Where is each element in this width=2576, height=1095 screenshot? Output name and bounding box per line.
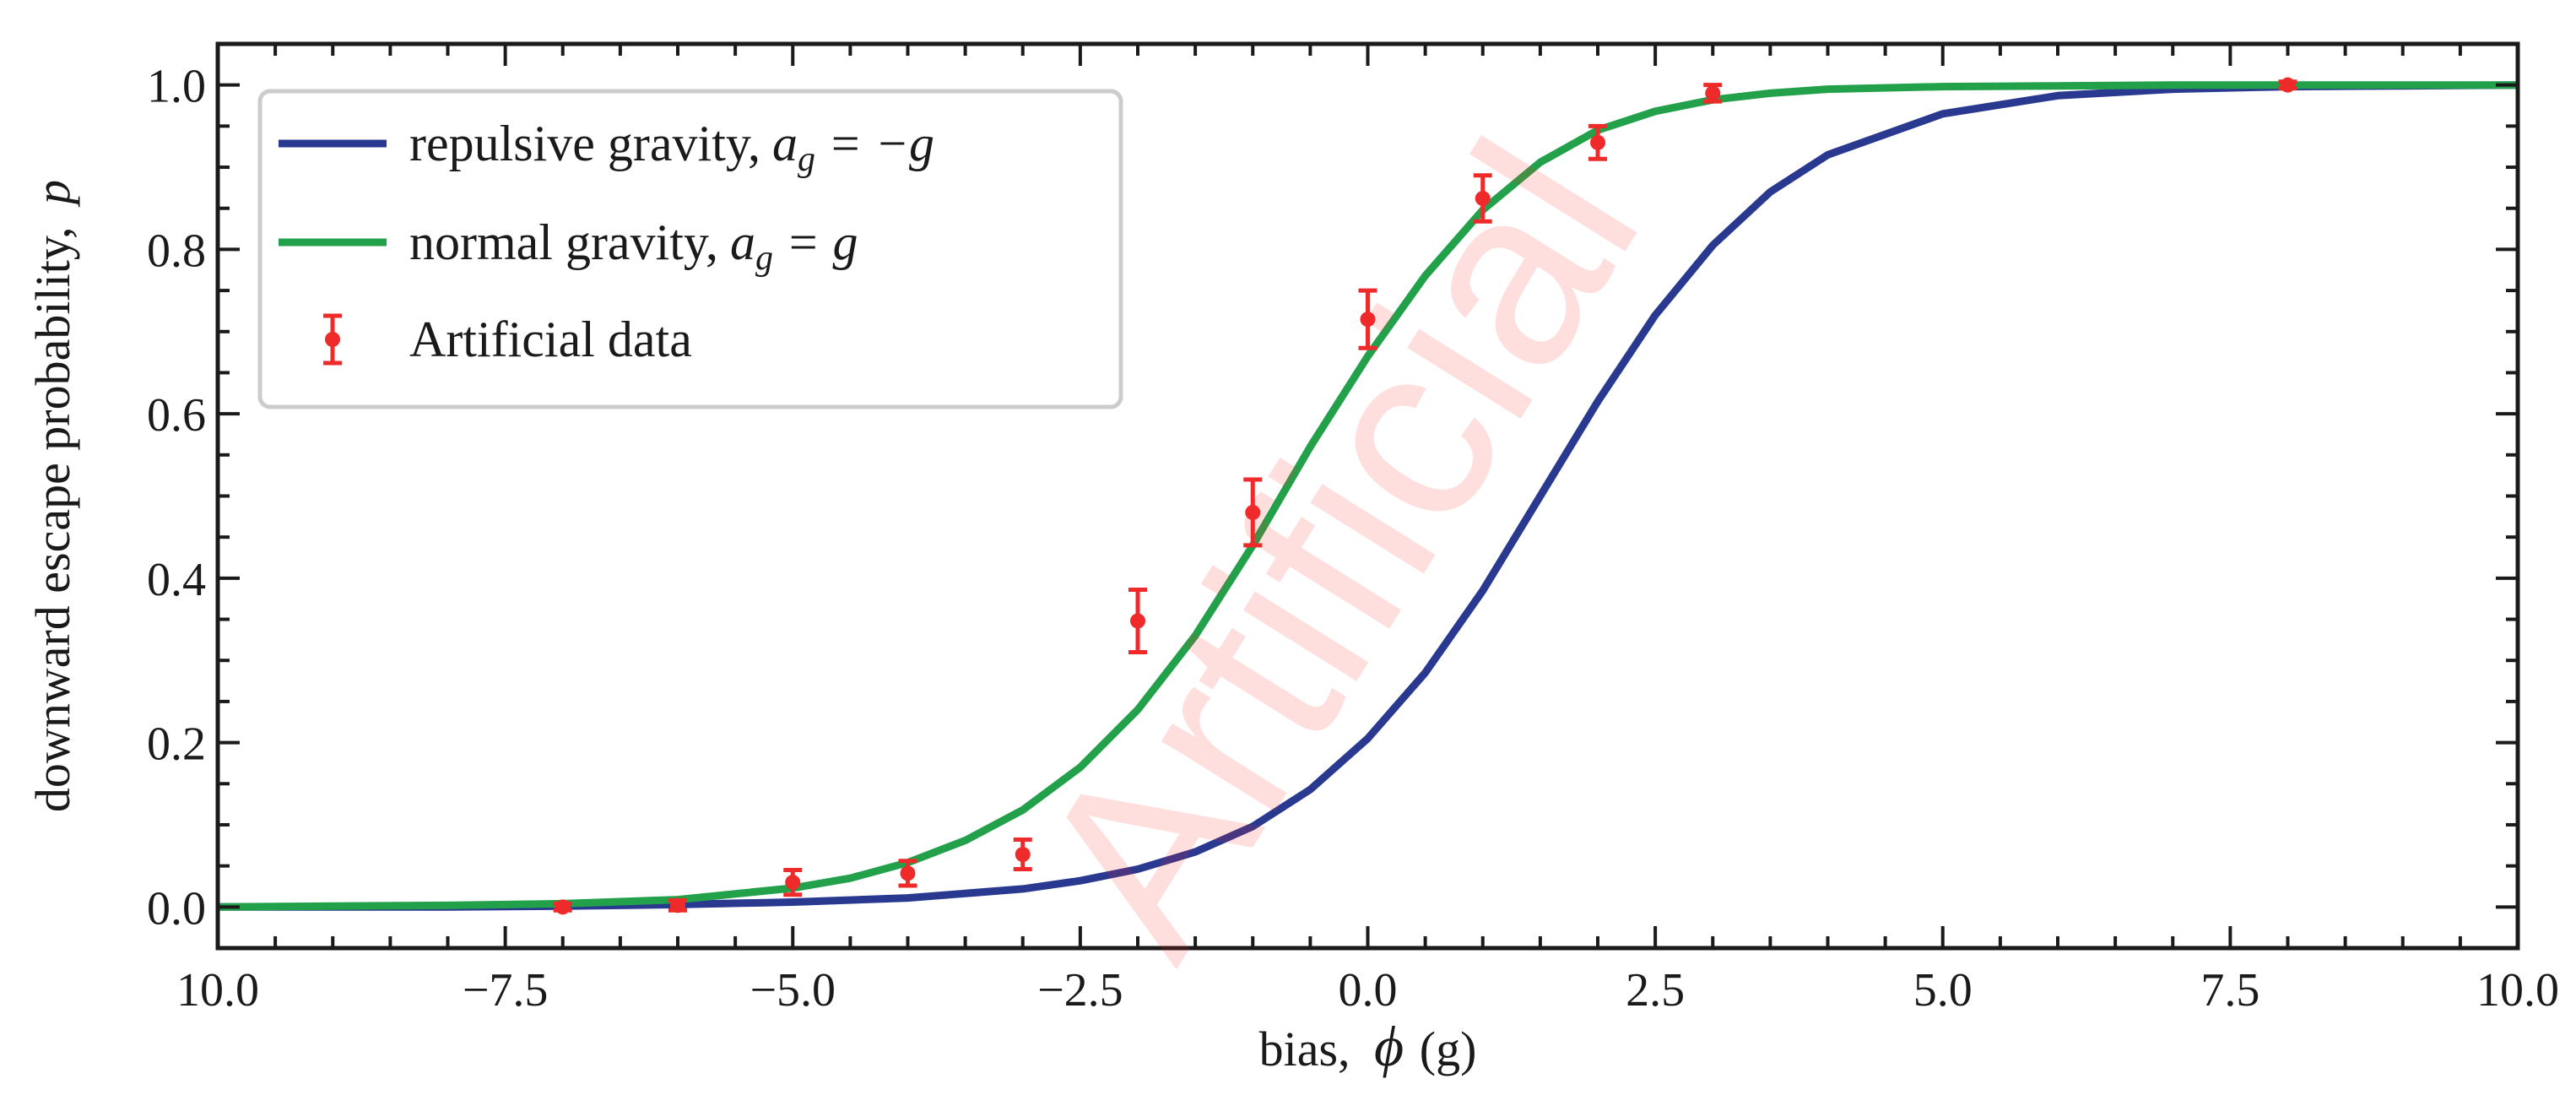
y-axis-label-prefix: downward escape probability,: [25, 226, 80, 812]
x-axis-label-symbol: ϕ: [1374, 1014, 1404, 1078]
data-point-1: [668, 897, 687, 913]
data-point-5: [1128, 587, 1147, 654]
data-marker: [2280, 77, 2296, 93]
legend-entry-1: normal gravity, ag = g: [279, 214, 858, 278]
series-line-1: [218, 81, 2518, 911]
x-tick-label: −7.5: [463, 964, 549, 1016]
data-marker: [555, 899, 571, 915]
y-axis-label-symbol: p: [25, 180, 80, 208]
x-tick-label: 2.5: [1626, 964, 1685, 1016]
x-tick-label: 7.5: [2200, 964, 2259, 1016]
data-point-0: [553, 899, 572, 915]
x-axis-label-prefix: bias,: [1259, 1022, 1350, 1076]
x-tick-label: 10.0: [2476, 964, 2559, 1016]
data-point-8: [1473, 173, 1492, 224]
y-tick-label: 0.0: [147, 882, 206, 935]
data-marker: [1015, 847, 1031, 863]
data-point-4: [1013, 837, 1032, 872]
data-point-3: [898, 859, 917, 888]
legend-entry-2: Artificial data: [323, 312, 692, 367]
legend-label: repulsive gravity, ag = −g: [409, 116, 934, 179]
legend-label: normal gravity, ag = g: [409, 214, 858, 278]
x-tick-label: 5.0: [1913, 964, 1973, 1016]
data-point-2: [783, 868, 803, 897]
y-axis-label: downward escape probability, p: [25, 180, 80, 812]
legend-label-text: Artificial data: [409, 312, 692, 367]
x-tick-label: 10.0: [176, 964, 259, 1016]
legend-label-subscript: g: [798, 140, 815, 179]
legend-label-text: normal gravity,: [409, 214, 718, 270]
data-marker: [785, 875, 801, 891]
x-tick-label: −5.0: [750, 964, 836, 1016]
y-tick-label: 0.6: [147, 389, 206, 442]
x-axis-label: bias, ϕ (g): [1259, 1014, 1477, 1078]
data-marker: [1360, 312, 1376, 328]
data-point-9: [1588, 123, 1607, 161]
legend-entry-0: repulsive gravity, ag = −g: [279, 116, 934, 179]
data-point-11: [2278, 77, 2297, 93]
legend-label-text: repulsive gravity,: [409, 116, 760, 171]
y-tick-label: 1.0: [147, 61, 206, 113]
y-tick-label: 0.2: [147, 718, 206, 771]
data-marker: [1590, 134, 1605, 150]
data-point-7: [1358, 288, 1377, 350]
legend-label-math: a: [730, 214, 755, 270]
x-axis-label-unit: (g): [1420, 1022, 1477, 1076]
legend-label-math: a: [772, 116, 798, 171]
x-tick-label: 0.0: [1339, 964, 1398, 1016]
data-marker: [670, 897, 685, 913]
data-marker: [1705, 85, 1721, 101]
data-layer: [218, 77, 2518, 915]
axis-ticks: 10.0 −7.5 −5.0 −2.5 0.0 2.5 5.0 7.5 10.0 0.0 0.2 0.…: [147, 42, 2559, 1016]
legend-label-math-rest: = −g: [815, 116, 934, 171]
data-marker: [1475, 191, 1491, 207]
legend-label-subscript: g: [755, 239, 773, 278]
x-tick-label: −2.5: [1037, 964, 1123, 1016]
legend-label-math-rest: = g: [773, 214, 858, 270]
data-marker: [900, 865, 916, 881]
y-tick-label: 0.8: [147, 225, 206, 277]
data-marker: [1245, 504, 1261, 520]
series-line-0: [218, 81, 2518, 911]
y-tick-label: 0.4: [147, 554, 206, 606]
legend-box: [257, 89, 1123, 409]
legend-label: Artificial data: [409, 312, 692, 367]
data-point-10: [1703, 83, 1723, 104]
data-marker: [1130, 613, 1145, 629]
data-point-6: [1243, 477, 1263, 548]
legend-swatch-marker: [325, 332, 340, 347]
